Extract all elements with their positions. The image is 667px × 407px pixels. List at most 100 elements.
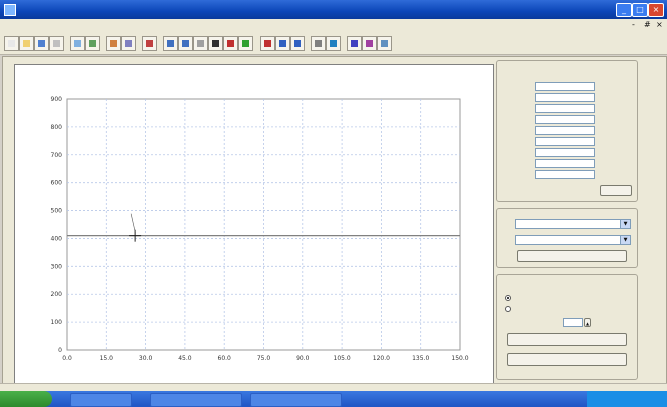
stop-icon (264, 40, 271, 47)
measure-icon (197, 40, 204, 47)
run-button[interactable] (238, 36, 253, 51)
mdi-close-button[interactable]: × (656, 20, 663, 29)
mdi-restore-button[interactable]: # (644, 20, 651, 29)
chevron-down-icon: ▼ (620, 236, 630, 244)
bar-chart-icon (351, 40, 358, 47)
y-tick-label: 900 (51, 96, 63, 103)
params-apply-button[interactable] (600, 185, 632, 196)
chart-icon (110, 40, 117, 47)
param-input[interactable] (535, 104, 595, 113)
arrow-left-button[interactable] (163, 36, 178, 51)
export-button[interactable] (142, 36, 157, 51)
param-input[interactable] (535, 115, 595, 124)
target-button[interactable] (223, 36, 238, 51)
help-button[interactable] (275, 36, 290, 51)
param-input[interactable] (535, 170, 595, 179)
y-tick-label: 0 (58, 347, 62, 354)
interval-spinner[interactable]: ▲ (584, 318, 591, 327)
status-bar (0, 383, 667, 392)
params-group (496, 60, 638, 202)
run-icon (242, 40, 249, 47)
new-icon (8, 40, 15, 47)
help-icon (279, 40, 286, 47)
axis-select-1[interactable]: ▼ (515, 219, 631, 229)
color-icon (366, 40, 373, 47)
color-button[interactable] (362, 36, 377, 51)
interval-input[interactable] (563, 318, 583, 327)
axis-select-2[interactable]: ▼ (515, 235, 631, 245)
x-tick-label: 90.0 (296, 355, 310, 362)
mdi-minimize-button[interactable]: - (632, 20, 635, 29)
measure-button[interactable] (193, 36, 208, 51)
y-tick-label: 800 (51, 124, 63, 131)
toolbar (0, 32, 667, 55)
bar-chart-button[interactable] (347, 36, 362, 51)
open-icon (23, 40, 30, 47)
taskbar-item-3[interactable] (250, 393, 342, 407)
axis-group: ▼ ▼ (496, 208, 638, 268)
tool-button[interactable] (377, 36, 392, 51)
y-tick-label: 300 (51, 263, 63, 270)
cursor-icon (212, 40, 219, 47)
x-tick-label: 135.0 (412, 355, 429, 362)
x-tick-label: 45.0 (178, 355, 192, 362)
print-button[interactable] (49, 36, 64, 51)
chevron-down-icon: ▼ (620, 220, 630, 228)
x-tick-label: 75.0 (257, 355, 271, 362)
param-input[interactable] (535, 82, 595, 91)
axis-setup-button[interactable] (517, 250, 627, 262)
param-input[interactable] (535, 137, 595, 146)
info-button[interactable] (290, 36, 305, 51)
x-tick-label: 0.0 (62, 355, 72, 362)
maximize-button[interactable]: □ (632, 3, 648, 17)
grid-icon (89, 40, 96, 47)
taskbar-item-1[interactable] (70, 393, 132, 407)
arrow-right-button[interactable] (178, 36, 193, 51)
system-tray (587, 391, 667, 407)
zoom-icon (74, 40, 81, 47)
cursor-button[interactable] (208, 36, 223, 51)
new-button[interactable] (4, 36, 19, 51)
taskbar-item-2[interactable] (150, 393, 242, 407)
taskbar (0, 391, 667, 407)
param-input[interactable] (535, 159, 595, 168)
y-tick-label: 600 (51, 180, 63, 187)
y-tick-label: 500 (51, 208, 63, 215)
control-panel: ▼ ▼ ▲ (494, 60, 639, 380)
save-button[interactable] (34, 36, 49, 51)
mode-radio-1[interactable] (505, 295, 511, 301)
grid-button[interactable] (85, 36, 100, 51)
print-icon (53, 40, 60, 47)
open-button[interactable] (19, 36, 34, 51)
param-input[interactable] (535, 93, 595, 102)
info-icon (294, 40, 301, 47)
y-tick-label: 700 (51, 152, 63, 159)
close-button[interactable]: × (648, 3, 664, 17)
settings-button[interactable] (311, 36, 326, 51)
param-input[interactable] (535, 148, 595, 157)
param-input[interactable] (535, 126, 595, 135)
x-tick-label: 15.0 (100, 355, 114, 362)
plot-frame: 0.0 15.0 30.0 45.0 60.0 75.0 90.0 105.0 120.0 135… (14, 64, 494, 384)
save-icon (38, 40, 45, 47)
zoom-button[interactable] (70, 36, 85, 51)
x-tick-label: 30.0 (139, 355, 153, 362)
marker-leader (130, 213, 136, 232)
minimize-button[interactable]: _ (616, 3, 632, 17)
stop-button[interactable] (260, 36, 275, 51)
stop-test-button[interactable] (507, 353, 627, 366)
test-group: ▲ (496, 274, 638, 380)
chart-svg[interactable]: 0.0 15.0 30.0 45.0 60.0 75.0 90.0 105.0 120.0 135… (15, 65, 493, 383)
y-tick-label: 100 (51, 319, 63, 326)
menu-bar: - # × (0, 19, 667, 32)
x-tick-label: 105.0 (334, 355, 351, 362)
table-button[interactable] (121, 36, 136, 51)
start-button[interactable] (0, 391, 52, 407)
line-chart-button[interactable] (326, 36, 341, 51)
tool-icon (381, 40, 388, 47)
mode-radio-2[interactable] (505, 306, 511, 312)
title-bar: _ □ × (0, 0, 667, 19)
chart-button[interactable] (106, 36, 121, 51)
target-icon (227, 40, 234, 47)
start-test-button[interactable] (507, 333, 627, 346)
